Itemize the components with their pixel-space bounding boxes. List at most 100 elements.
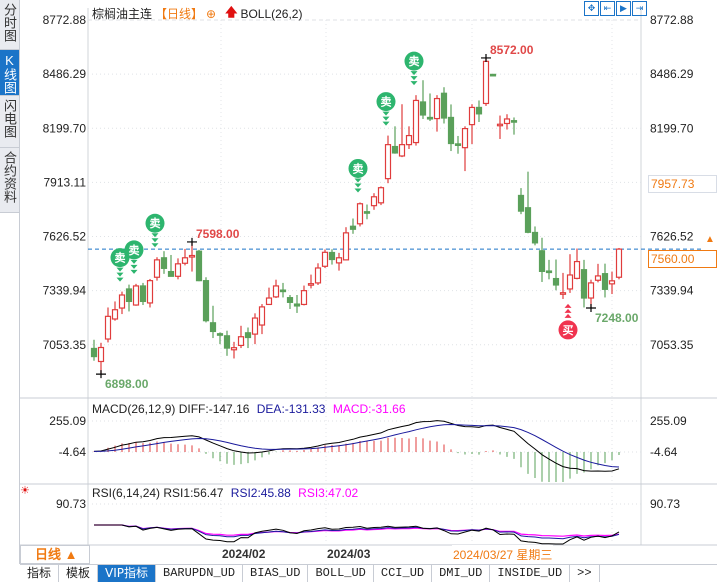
date-label-mar: 2024/03 [327,547,371,561]
candle-body [216,333,224,336]
down-triangle-icon [410,71,418,76]
buy-signal: 买 [558,303,578,340]
candles [90,57,623,375]
extreme-marker [187,237,197,246]
last-price-arrow-icon: ▲ [705,234,715,245]
candle [426,93,434,122]
candle-body [146,280,154,304]
candle-body [440,92,448,119]
candle [363,204,371,220]
sidebar-tab-kline[interactable]: K线图 [0,50,19,96]
tab-more[interactable]: >> [570,565,600,582]
tab-indicators[interactable]: 指标 [20,565,60,582]
tab-cci[interactable]: CCI_UD [374,565,433,582]
sell-signal: 卖 [404,51,424,86]
candle-body [202,280,210,322]
circle-plus-icon[interactable]: ⊕ [206,6,217,21]
next-bar-icon[interactable]: ▶ [616,1,631,16]
candle [489,73,497,77]
sidebar-tab-timeshare[interactable]: 分时图 [0,0,19,50]
period-button[interactable]: 日线 ▲ [20,545,90,564]
sell-signal: 卖 [124,240,144,274]
sidebar-tab-contract-info[interactable]: 合约资料 [0,148,19,213]
y-tick-left: 7053.35 [43,338,87,352]
candle-body [118,294,126,309]
candle-body [405,134,413,146]
chart-title: 棕榈油主连 【日线】 ⊕ 🡅 BOLL(26,2) [92,3,302,24]
candle [258,304,266,335]
candle-body [608,280,616,285]
y-tick-left: 7913.11 [44,175,87,189]
candle [279,282,287,298]
down-triangle-icon [382,116,390,121]
candle-body [566,274,574,290]
sell-signal-label: 卖 [115,251,126,265]
candle-body [174,263,182,277]
candle [440,87,448,124]
candle-body [510,120,518,123]
candle [405,126,413,149]
period-label[interactable]: 【日线】 [155,7,204,21]
sell-signal-icon [145,213,165,233]
chart-toolbar: ✥ ⇤ ▶ ⇥ [584,1,647,16]
candle [370,193,378,210]
tab-bias[interactable]: BIAS_UD [243,565,309,582]
candle-body [398,144,406,157]
candle [580,259,588,308]
candle-body [503,118,511,125]
red-up-arrow-icon[interactable]: 🡅 [225,5,238,19]
sell-signal-label: 卖 [381,95,392,109]
candle [209,305,217,339]
extreme-marker [481,53,491,62]
candle [433,95,441,132]
cursor-date-label: 2024/03/27 星期三 [452,545,554,564]
tab-boll[interactable]: BOLL_UD [308,565,374,582]
tab-inside[interactable]: INSIDE_UD [490,565,571,582]
down-triangle-icon [354,188,362,193]
up-triangle-icon [564,308,572,313]
indicator-name[interactable]: BOLL(26,2) [240,6,303,21]
candle-body [454,143,462,146]
candle-body [104,315,112,340]
tab-barupdn[interactable]: BARUPDN_UD [156,565,244,582]
candle-body [489,73,497,77]
candle [272,279,280,299]
rsi3-value: RSI3:47.02 [298,486,359,500]
candle [342,227,350,261]
down-triangle-icon [151,243,159,248]
candle [475,100,483,122]
chart-canvas[interactable]: 8772.88 8772.88 8486.29 8486.29 8199.70 8199.… [0,0,717,564]
sell-signal: 卖 [348,158,368,193]
candle [216,332,224,345]
candle-body [573,260,581,279]
crosshair-icon[interactable]: ✥ [584,1,599,16]
candle-body [587,282,595,299]
candle [468,104,476,145]
candle-body [552,277,560,286]
down-triangle-icon [151,238,159,243]
tab-dmi[interactable]: DMI_UD [432,565,491,582]
candle [503,114,511,130]
tab-vip-indicators[interactable]: VIP指标 [98,565,157,582]
y-tick-right: 7053.35 [650,338,694,352]
to-end-icon[interactable]: ⇥ [632,1,647,16]
candle [90,339,98,361]
down-triangle-icon [130,264,138,269]
candle [377,186,385,206]
sidebar-tab-flash[interactable]: 闪电图 [0,96,19,148]
indicator-settings-icon[interactable]: ☀ [20,485,30,497]
sell-signal-icon [376,92,396,112]
candle-body [370,196,378,207]
candle-body [125,288,133,303]
tab-templates[interactable]: 模板 [59,565,99,582]
candle [531,226,539,246]
candle-body [377,187,385,204]
candle [167,254,175,277]
candle [356,202,364,227]
sell-signal-icon [124,240,144,260]
candle-body [349,225,357,230]
y-tick-right: 8486.29 [650,67,694,81]
zoom-fit-icon[interactable]: ⇤ [600,1,615,16]
sell-signal-label: 卖 [409,54,420,68]
candle [293,294,301,313]
